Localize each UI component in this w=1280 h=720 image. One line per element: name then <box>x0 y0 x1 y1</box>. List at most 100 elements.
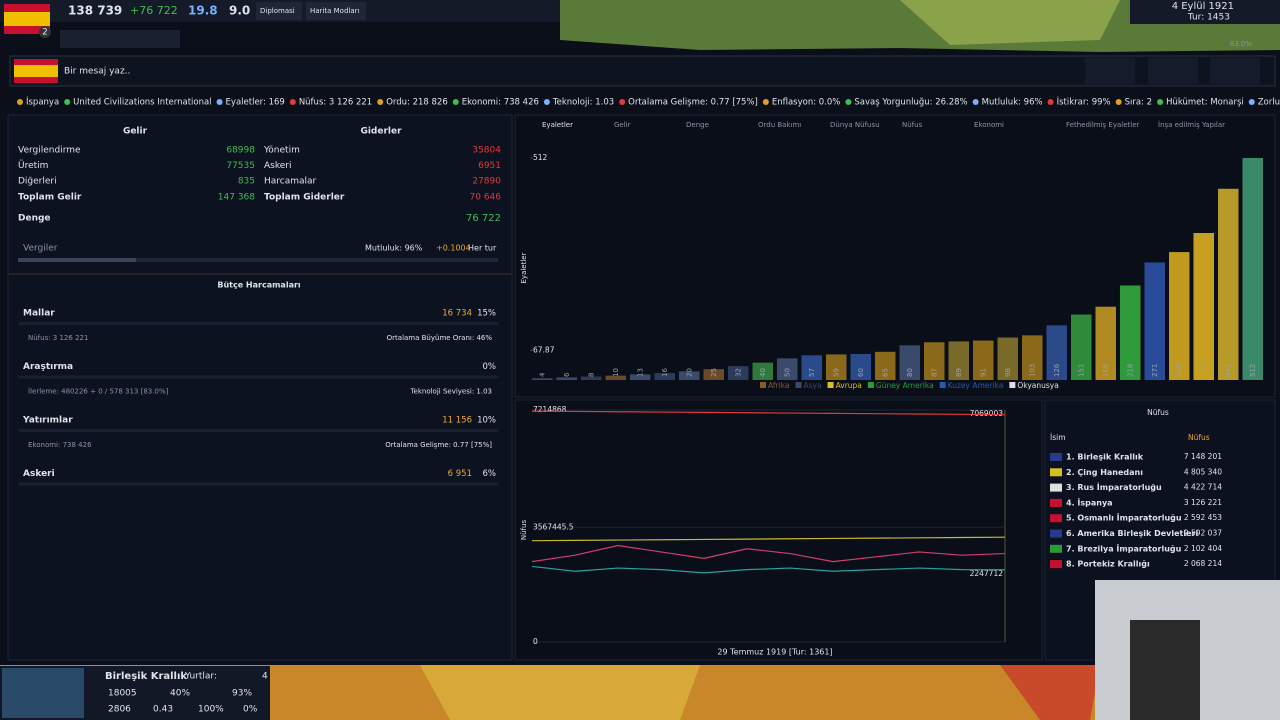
spending-slider[interactable] <box>18 482 498 486</box>
status-icon <box>1115 99 1122 105</box>
flag <box>1050 453 1062 461</box>
chart-tab[interactable]: İnşa edilmiş Yapılar <box>1158 120 1225 129</box>
country-name[interactable]: 5. Osmanlı İmparatorluğu <box>1066 513 1182 523</box>
spending-slider[interactable] <box>18 375 498 379</box>
country-name[interactable]: 4. İspanya <box>1066 497 1113 507</box>
bar <box>1071 314 1092 380</box>
status-icon <box>216 99 223 105</box>
status-item: Eyaletler: 169 <box>226 98 285 108</box>
chart-tab[interactable]: Gelir <box>614 121 631 129</box>
budget-label: Diğerleri <box>18 177 57 187</box>
settings-button[interactable] <box>1210 58 1260 84</box>
country-name[interactable]: 2. Çing Hanedanı <box>1066 468 1143 477</box>
chart-tab[interactable]: Denge <box>686 121 709 129</box>
spending-amount: 6 951 <box>448 469 472 479</box>
y-axis-label: Nüfus <box>520 520 528 541</box>
bar-label: 512 <box>1249 364 1257 377</box>
country-stat: 40% <box>170 689 190 699</box>
country-value: 4 805 340 <box>1184 467 1222 476</box>
country-name[interactable]: 7. Brezilya İmparatorluğu <box>1066 543 1182 553</box>
chart-tab[interactable]: Ekonomi <box>974 121 1004 129</box>
map-region <box>1000 665 1100 720</box>
budget-total: 70 646 <box>470 193 502 203</box>
budget-total-label: Toplam Gelir <box>18 193 82 203</box>
gold: 138 739 <box>68 4 122 18</box>
status-icon <box>845 99 852 105</box>
spending-slider[interactable] <box>18 322 498 325</box>
country-name[interactable]: 1. Birleşik Krallık <box>1066 453 1144 462</box>
button-label[interactable]: Diplomasi <box>260 7 295 15</box>
status-item: Mutluluk: 96% <box>982 98 1043 108</box>
y-tick-label: 0 <box>533 637 538 646</box>
bar <box>532 378 553 380</box>
bar-label: 20 <box>685 368 693 377</box>
chart-tab[interactable]: Fethedilmiş Eyaletler <box>1066 121 1140 129</box>
map-region <box>900 0 1120 45</box>
spending-slider[interactable] <box>18 429 498 432</box>
ranking: Nüfus İsim Nüfus 1. Birleşik Krallık 7 148 2… <box>1050 408 1222 569</box>
legend-swatch <box>827 382 834 388</box>
legend-label: Avrupa <box>836 381 862 390</box>
budget-value: 35804 <box>472 146 501 156</box>
badge <box>39 26 51 38</box>
status-item: Ekonomi: 738 426 <box>462 98 539 108</box>
flag <box>1050 483 1062 492</box>
status-item: United Civilizations International <box>73 98 211 108</box>
legend-swatch <box>867 382 874 388</box>
country-name[interactable]: 8. Portekiz Krallığı <box>1066 560 1150 569</box>
bar <box>605 375 626 380</box>
stats-button[interactable] <box>1085 58 1135 84</box>
button[interactable] <box>256 2 302 20</box>
taxes-per-turn: Her tur <box>468 244 497 253</box>
flag-tabs[interactable] <box>60 30 180 48</box>
chart-tab[interactable]: Nüfus <box>902 121 923 129</box>
stat: 9.0 <box>229 4 250 18</box>
country-name[interactable]: 6. Amerika Birleşik Devletleri <box>1066 529 1198 538</box>
country-stat: 93% <box>232 689 252 699</box>
bar <box>1046 325 1067 380</box>
bar <box>630 374 651 380</box>
bar <box>581 376 602 380</box>
button-label[interactable]: Harita Modları <box>310 7 360 15</box>
chart-tab[interactable]: Dünya Nüfusu <box>830 121 880 129</box>
flag <box>1050 560 1062 569</box>
line <box>531 544 1006 563</box>
save-button[interactable] <box>1148 58 1198 84</box>
balance-label: Denge <box>18 214 51 224</box>
bar-label: 91 <box>979 368 987 377</box>
message-input[interactable]: Bir mesaj yaz.. <box>64 67 130 77</box>
bar <box>1095 306 1116 380</box>
country-stat: 2806 <box>108 705 131 715</box>
spending-detail: Nüfus: 3 126 221 <box>28 334 88 342</box>
bar-label: 59 <box>832 368 840 377</box>
spending-detail: Teknoloji Seviyesi: 1.03 <box>409 388 492 396</box>
country-name[interactable]: 3. Rus İmparatorluğu <box>1066 482 1162 492</box>
country-value: 2 068 214 <box>1184 559 1222 568</box>
spending-amount: 11 156 <box>442 416 472 426</box>
bar-label: 6 <box>563 372 571 377</box>
chart-tab[interactable]: Eyaletler <box>542 121 573 129</box>
spending-name: Yatırımlar <box>22 416 73 426</box>
date: 4 Eylül 1921 <box>1172 1 1234 12</box>
bar <box>752 362 773 380</box>
tax-slider[interactable] <box>18 258 498 262</box>
minimap[interactable] <box>2 668 84 718</box>
spending-name: Mallar <box>23 309 55 319</box>
chart-tab[interactable]: Ordu Bakımı <box>758 121 801 129</box>
status-icon <box>762 99 769 105</box>
bar-label: 50 <box>783 368 791 377</box>
spending-detail: Ekonomi: 738 426 <box>28 441 92 449</box>
country-value: 2 102 404 <box>1184 544 1222 553</box>
status-icon <box>452 99 459 105</box>
button[interactable] <box>306 2 366 20</box>
budget-panel <box>7 114 513 661</box>
population-chart: 0 3567445.5 7214868 Nüfus 29 Temmuz 1919 [Tu… <box>520 405 1006 657</box>
spending-percent: 6% <box>483 469 497 479</box>
taxes-happiness: Mutluluk: 96% <box>365 244 423 253</box>
bar-label: 98 <box>1004 368 1012 377</box>
budget: Gelir Giderler Vergilendirme 68998 Üretim 775… <box>8 127 512 486</box>
bar <box>556 377 577 380</box>
